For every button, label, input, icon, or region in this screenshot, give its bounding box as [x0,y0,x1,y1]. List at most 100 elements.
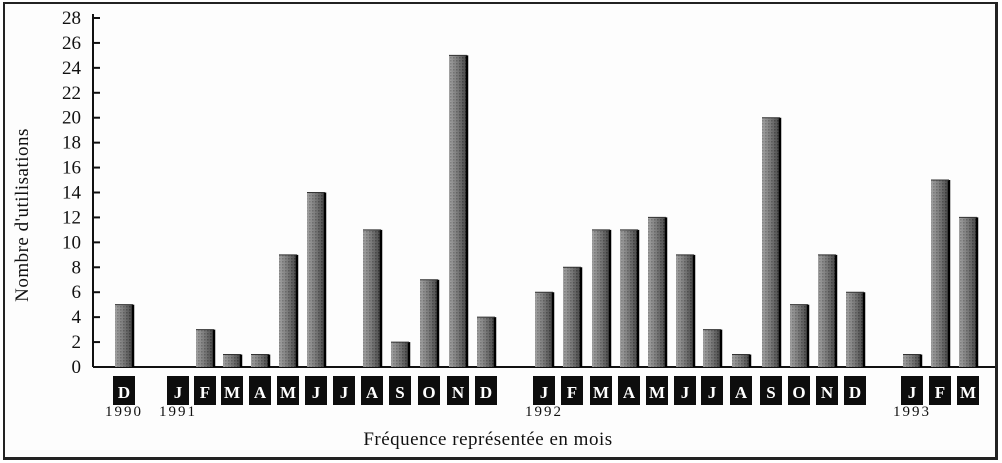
month-label: M [646,376,668,405]
month-text: S [766,383,775,402]
bar-texture [732,354,750,367]
y-tick-label: 22 [62,83,81,104]
month-label: A [249,376,271,405]
month-box [760,376,782,405]
month-label: M [277,376,299,405]
bar-texture [279,254,297,367]
month-box [277,376,299,405]
month-label: F [929,376,951,405]
month-box [561,376,583,405]
month-label: J [305,376,327,405]
bar-texture [903,354,921,367]
month-text: J [312,383,321,402]
month-box [590,376,612,405]
month-label: F [194,376,216,405]
y-tick-label: 20 [62,108,81,129]
month-text: D [118,383,130,402]
month-box [361,376,383,405]
bar-texture [307,192,325,367]
bar-texture [790,304,808,367]
month-text: J [708,383,717,402]
month-text: A [366,383,379,402]
month-box [701,376,723,405]
month-text: N [821,383,834,402]
bar-texture [363,229,381,367]
month-label: A [361,376,383,405]
month-box [249,376,271,405]
bar-texture [620,229,638,367]
y-tick-label: 10 [62,232,81,253]
month-label: S [760,376,782,405]
month-label: J [533,376,555,405]
month-label: J [701,376,723,405]
month-box [418,376,440,405]
y-tick-label: 26 [62,33,81,54]
month-label: J [167,376,189,405]
year-label: 1991 [159,404,197,420]
bar-texture [477,317,495,367]
x-axis-title: Fréquence représentée en mois [363,429,612,450]
month-text: N [452,383,465,402]
year-label: 1993 [893,404,931,420]
month-label: M [221,376,243,405]
bars [115,54,979,368]
month-text: J [340,383,349,402]
y-tick-label: 18 [62,133,81,154]
month-label: D [844,376,866,405]
month-text: J [681,383,690,402]
bar-texture [223,354,241,367]
month-text: M [280,383,296,402]
month-text: F [935,383,945,402]
month-box [167,376,189,405]
month-text: F [200,383,210,402]
month-label: M [590,376,612,405]
bar-texture [703,329,721,367]
month-label: A [730,376,752,405]
month-label: F [561,376,583,405]
bar-texture [391,342,409,367]
month-box [957,376,979,405]
month-box [788,376,810,405]
month-text: D [480,383,492,402]
month-text: M [224,383,240,402]
bar-texture [931,180,949,367]
month-label: O [418,376,440,405]
month-box [475,376,497,405]
month-text: O [422,383,435,402]
y-tick-label: 0 [72,357,82,378]
month-box [929,376,951,405]
y-tick-label: 4 [72,307,82,328]
month-label: S [389,376,411,405]
month-text: F [567,383,577,402]
month-label: M [957,376,979,405]
month-text: A [623,383,636,402]
month-label: N [447,376,469,405]
month-text: J [908,383,917,402]
bar-texture [762,117,780,367]
month-text: A [254,383,267,402]
y-axis-title: Nombre d'utilisations [12,128,33,302]
bar-texture [115,304,133,367]
month-box [194,376,216,405]
month-text: M [649,383,665,402]
bar-texture [676,254,694,367]
y-tick-label: 16 [62,158,81,179]
month-box [674,376,696,405]
month-box [618,376,640,405]
month-box [816,376,838,405]
y-tick-label: 12 [62,207,81,228]
bar-texture [959,217,977,367]
month-text: M [593,383,609,402]
bar-texture [818,254,836,367]
month-box [901,376,923,405]
y-tick-label: 2 [72,332,82,353]
bar-texture [648,217,666,367]
month-text: M [960,383,976,402]
month-text: A [735,383,748,402]
month-box [333,376,355,405]
month-label: A [618,376,640,405]
month-box [113,376,135,405]
